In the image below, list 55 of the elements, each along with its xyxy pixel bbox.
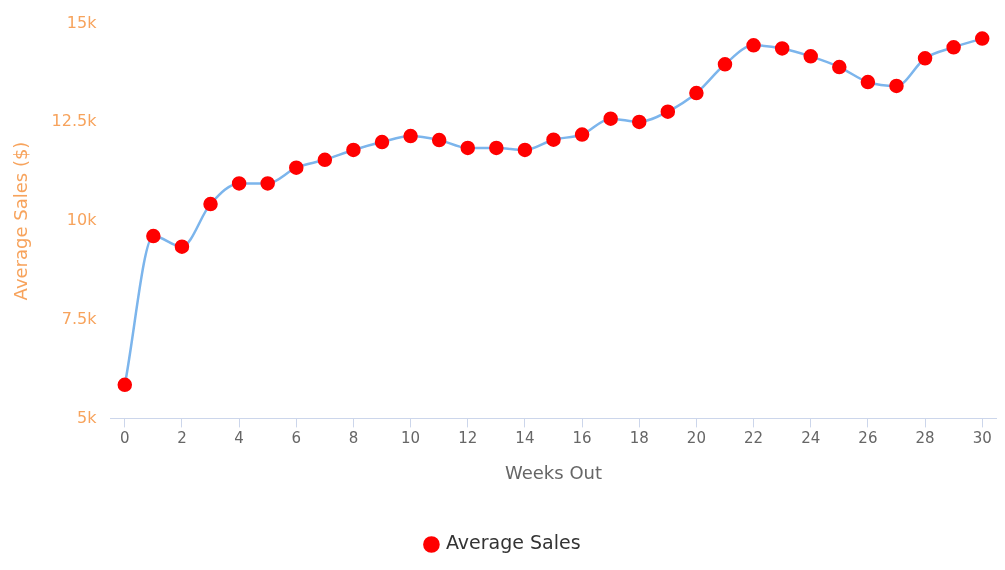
point xyxy=(860,74,876,90)
legend-label: Average Sales xyxy=(445,531,581,554)
x-tick-label: 26 xyxy=(858,429,878,448)
point xyxy=(146,228,161,244)
y-tick-label: 12.5k xyxy=(51,111,98,131)
x-tick-label: 14 xyxy=(515,429,535,448)
point xyxy=(346,142,361,158)
point xyxy=(717,57,733,72)
point xyxy=(974,31,990,46)
x-tick-label: 24 xyxy=(801,429,821,448)
y-tick-label: 5k xyxy=(77,407,98,427)
x-tick-label: 18 xyxy=(629,429,649,448)
x-tick-label: 12 xyxy=(458,429,478,448)
point xyxy=(289,160,304,175)
x-tick-label: 2 xyxy=(177,429,187,448)
point xyxy=(260,176,275,191)
x-tick-label: 8 xyxy=(348,429,359,448)
x-axis-title: Weeks Out xyxy=(504,461,603,483)
point xyxy=(374,134,390,150)
point xyxy=(603,111,618,126)
x-tick-label: 10 xyxy=(401,429,421,448)
point xyxy=(832,59,847,75)
point xyxy=(631,114,647,130)
point xyxy=(403,128,418,144)
x-tick-label: 28 xyxy=(915,429,935,448)
point xyxy=(774,41,790,56)
x-tick-label: 20 xyxy=(686,429,706,448)
point xyxy=(546,132,561,147)
x-tick-label: 0 xyxy=(120,429,130,448)
point xyxy=(517,142,533,158)
point xyxy=(489,140,504,156)
point xyxy=(174,239,190,254)
x-tick-label: 4 xyxy=(234,429,244,448)
point xyxy=(660,104,676,119)
point xyxy=(203,196,218,212)
point xyxy=(689,85,704,101)
y-tick-label: 7.5k xyxy=(61,308,98,328)
point xyxy=(317,152,333,168)
point xyxy=(231,176,247,191)
point xyxy=(574,127,590,142)
x-tick-label: 30 xyxy=(972,429,992,448)
point xyxy=(746,38,761,53)
x-tick-label: 6 xyxy=(291,429,302,448)
point xyxy=(460,140,475,156)
y-tick-label: 15k xyxy=(66,12,98,32)
y-axis-title: Average Sales ($) xyxy=(10,141,32,301)
point xyxy=(803,49,818,64)
point xyxy=(889,78,904,94)
point xyxy=(917,51,933,66)
point xyxy=(431,132,447,148)
point xyxy=(946,40,961,55)
x-tick-label: 22 xyxy=(744,429,764,448)
x-tick-label: 16 xyxy=(572,429,592,448)
point xyxy=(117,377,133,393)
y-tick-label: 10k xyxy=(66,210,98,230)
